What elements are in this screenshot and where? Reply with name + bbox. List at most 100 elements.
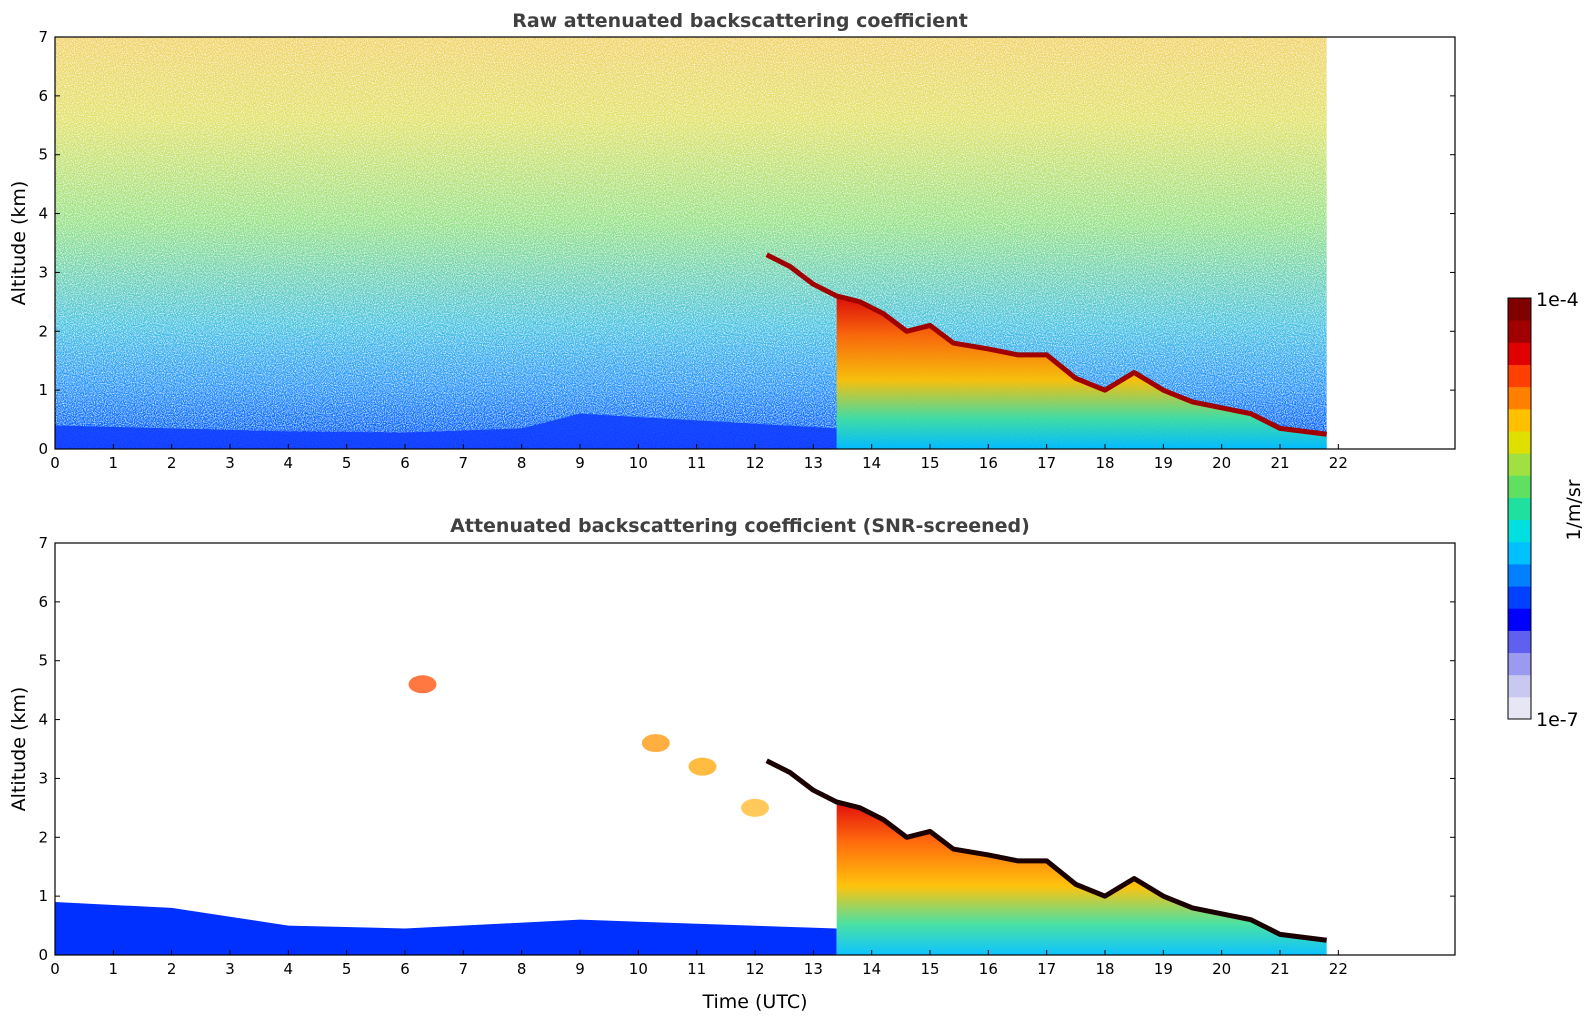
colorbar-unit-label: 1/m/sr (1563, 479, 1585, 540)
x-tick-label: 0 (50, 960, 60, 978)
colorbar-segment (1508, 652, 1531, 676)
y-tick-label: 2 (38, 322, 48, 340)
x-tick-label: 7 (459, 454, 469, 472)
colorbar-segment (1508, 586, 1531, 609)
y-tick-label: 5 (38, 652, 48, 670)
x-tick-label: 16 (979, 960, 998, 978)
colorbar-segment (1508, 541, 1531, 565)
colorbar-segment (1508, 408, 1531, 432)
x-tick-label: 21 (1270, 960, 1289, 978)
x-tick-label: 4 (284, 454, 294, 472)
x-tick-label: 8 (517, 960, 527, 978)
aerosol-patch (641, 734, 670, 753)
colorbar-segment (1508, 430, 1531, 454)
x-tick-label: 3 (225, 960, 235, 978)
y-tick-label: 0 (38, 440, 48, 458)
x-tick-label: 12 (745, 454, 764, 472)
x-tick-label: 1 (109, 454, 119, 472)
y-tick-label: 1 (38, 887, 48, 905)
noise-overlay (55, 37, 1327, 449)
x-tick-label: 4 (284, 960, 294, 978)
cloud-base-line (765, 758, 1327, 943)
chart-title: Raw attenuated backscattering coefficien… (512, 10, 968, 32)
panel-raw: Raw attenuated backscattering coefficien… (8, 10, 1456, 472)
chart-title: Attenuated backscattering coefficient (S… (450, 515, 1030, 537)
x-tick-label: 22 (1329, 454, 1348, 472)
x-tick-label: 9 (575, 960, 585, 978)
colorbar-segment (1508, 696, 1531, 720)
colorbar-segment (1508, 364, 1531, 388)
aerosol-patch (688, 757, 717, 776)
colorbar-segment (1508, 519, 1531, 543)
x-tick-label: 22 (1329, 960, 1348, 978)
colorbar-segment (1508, 453, 1531, 476)
y-axis-label: Altitude (km) (8, 181, 30, 306)
x-tick-label: 13 (804, 960, 823, 978)
x-tick-label: 11 (687, 454, 706, 472)
panel-screened: Attenuated backscattering coefficient (S… (8, 515, 1456, 1013)
x-tick-label: 14 (862, 960, 881, 978)
x-tick-label: 16 (979, 454, 998, 472)
plot-frame (54, 542, 1456, 956)
colorbar-segment (1508, 608, 1531, 631)
y-tick-label: 6 (38, 593, 48, 611)
x-tick-label: 9 (575, 454, 585, 472)
x-tick-label: 7 (459, 960, 469, 978)
x-tick-label: 5 (342, 960, 352, 978)
x-tick-label: 21 (1270, 454, 1289, 472)
aerosol-patch (741, 798, 769, 817)
heatmap-area (55, 37, 1327, 449)
colorbar-segment (1508, 320, 1531, 343)
x-tick-label: 20 (1212, 454, 1231, 472)
y-tick-label: 4 (38, 205, 48, 223)
colorbar-scale (1508, 298, 1531, 720)
colorbar-segment (1508, 298, 1531, 321)
y-tick-label: 4 (38, 711, 48, 729)
x-tick-label: 8 (517, 454, 527, 472)
y-tick-label: 1 (38, 381, 48, 399)
cloud-precip-region (836, 295, 1327, 449)
x-tick-label: 17 (1037, 960, 1056, 978)
y-tick-label: 3 (38, 263, 48, 281)
x-tick-label: 18 (1095, 454, 1114, 472)
x-tick-label: 3 (225, 454, 235, 472)
x-tick-label: 14 (862, 454, 881, 472)
colorbar-max-label: 1e-4 (1536, 289, 1579, 311)
colorbar-frame (1507, 297, 1532, 720)
x-tick-label: 18 (1095, 960, 1114, 978)
x-tick-label: 19 (1154, 960, 1173, 978)
x-tick-label: 11 (687, 960, 706, 978)
x-axis: 0 1 2 3 4 5 6 7 8 9 10 11 12 13 14 15 16 17 18 19 20 21 22 (50, 950, 1348, 978)
cloud-base-line (765, 252, 1327, 437)
x-tick-label: 6 (400, 454, 410, 472)
x-tick-label: 10 (629, 454, 648, 472)
y-tick-label: 7 (38, 28, 48, 46)
y-tick-label: 3 (38, 769, 48, 787)
colorbar-segment (1508, 386, 1531, 410)
x-tick-label: 13 (804, 454, 823, 472)
y-tick-label: 6 (38, 87, 48, 105)
colorbar-segment (1508, 497, 1531, 521)
y-axis-label: Altitude (km) (8, 687, 30, 812)
colorbar-segment (1508, 563, 1531, 587)
x-tick-label: 10 (629, 960, 648, 978)
colorbar-segment (1508, 674, 1531, 698)
colorbar-min-label: 1e-7 (1536, 709, 1579, 731)
boundary-layer (55, 902, 837, 955)
colorbar-segment (1508, 342, 1531, 365)
x-tick-label: 5 (342, 454, 352, 472)
y-tick-label: 0 (38, 946, 48, 964)
x-tick-label: 1 (109, 960, 119, 978)
x-tick-label: 2 (167, 454, 177, 472)
cloud-precip-region (836, 801, 1327, 955)
colorbar: 1e-4 1e-7 1/m/sr (1507, 289, 1585, 731)
y-axis: 0 1 2 3 4 5 6 7 (38, 534, 1455, 964)
x-tick-label: 20 (1212, 960, 1231, 978)
y-tick-label: 2 (38, 828, 48, 846)
x-tick-label: 0 (50, 454, 60, 472)
y-tick-label: 7 (38, 534, 48, 552)
aerosol-patch (408, 675, 437, 694)
boundary-layer (55, 413, 837, 449)
x-tick-label: 6 (400, 960, 410, 978)
heatmap-area (55, 675, 1327, 955)
